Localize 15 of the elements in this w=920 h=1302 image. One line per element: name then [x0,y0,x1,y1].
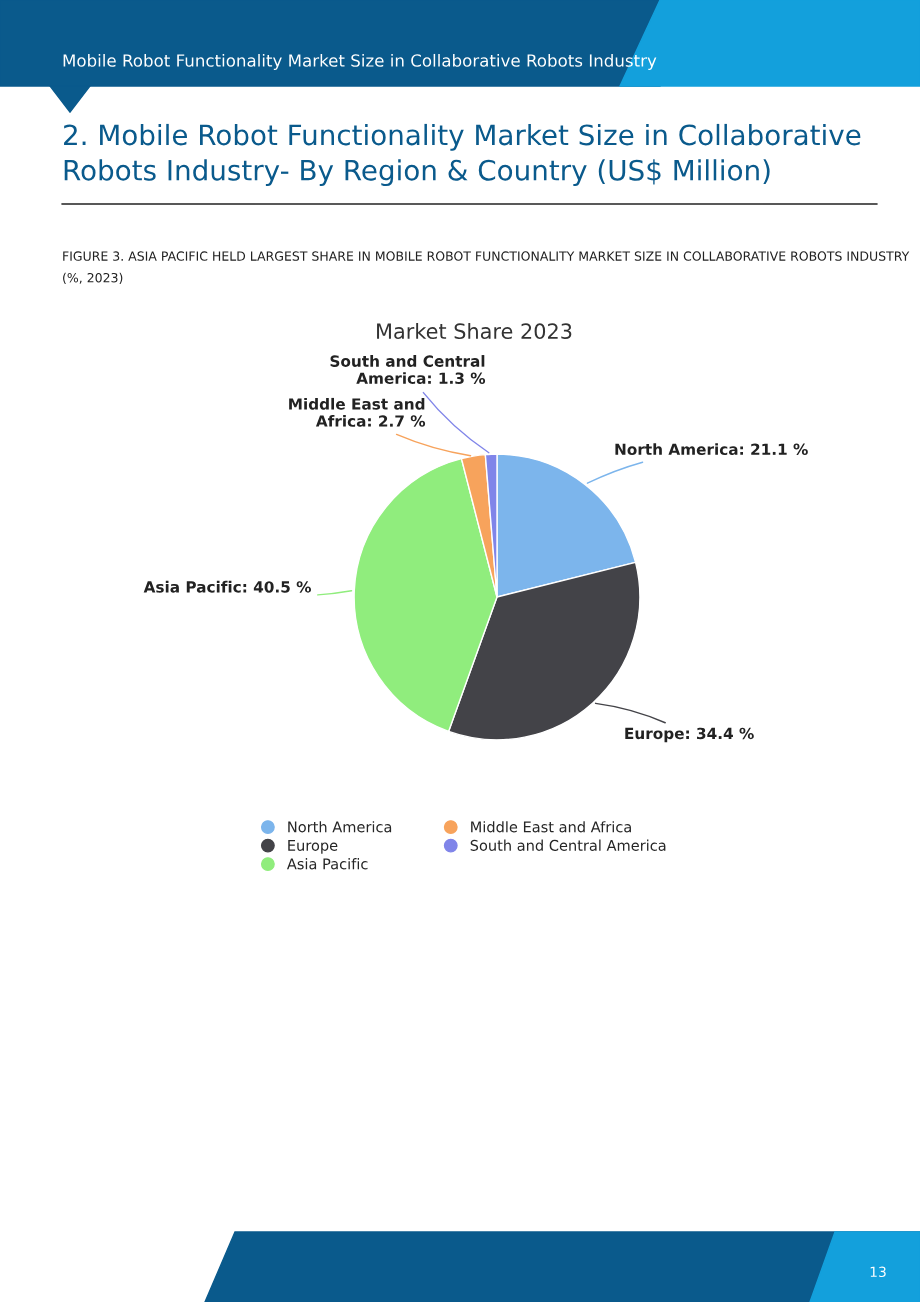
text: 2. Mobile Robot Functionality Market Size in Collaborative Robots Industry- By Region & Country (US$ Million) [64,123,861,187]
data-label: Middle East and Africa: 2.7 % [289,397,426,427]
data-label: Asia Pacific: 40.5 % [143,580,311,593]
legend-label: Asia Pacific [286,858,368,870]
data-label: South and Central America: 1.3 % [330,355,486,384]
legend-label: South and Central America [470,839,666,851]
text: Mobile Robot Functionality Market Size in Collaborative Robots Industry [63,53,657,71]
data-label: North America: 21.1 % [615,443,808,456]
data-label: Europe: 34.4 % [625,727,754,743]
legend-label: North America [288,821,392,833]
legend-label: Middle East and Africa [471,821,631,833]
text: 13 [870,1266,886,1278]
chart-title: Market Share 2023 [377,322,572,340]
legend-label: Europe [288,840,338,854]
caption: FIGURE 3. ASIA PACIFIC HELD LARGEST SHARE IN MOBILE ROBOT FUNCTIONALITY MARKET SIZE IN COLLABORATIVE ROBOTS INDUSTRY (%, 2023) [63,251,910,284]
